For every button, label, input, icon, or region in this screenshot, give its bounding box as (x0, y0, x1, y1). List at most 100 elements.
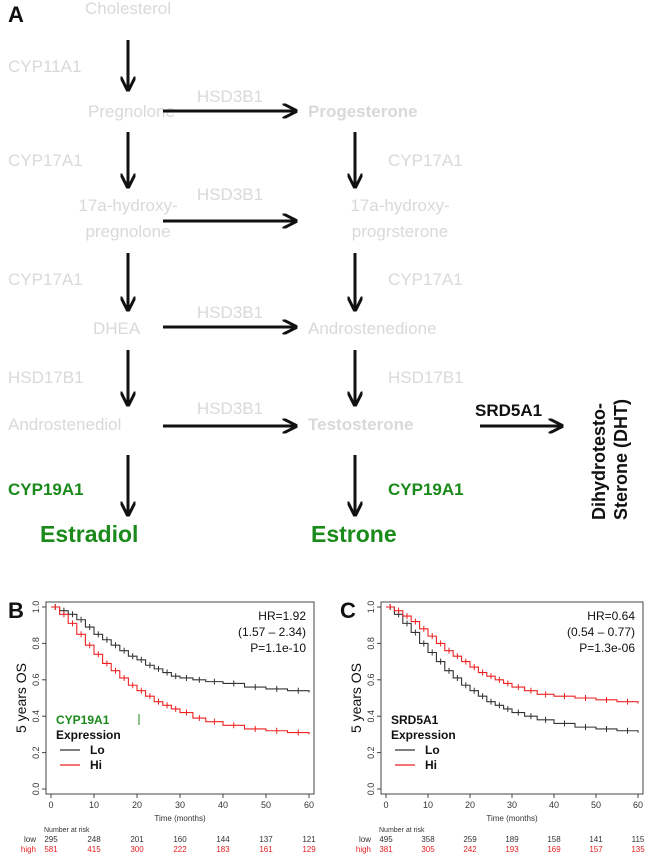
chart-b-risk-value: 121 (302, 835, 316, 844)
chart-c-ylabel: 5 years OS (348, 663, 364, 733)
enzyme-srd5a1: SRD5A1 (475, 401, 542, 420)
chart-b-xtick-label: 0 (48, 800, 53, 810)
node-dht-line2: Sterone (DHT) (611, 399, 631, 520)
chart-c-risk-value: 189 (505, 835, 519, 844)
chart-b-risk-value: 415 (87, 845, 101, 854)
chart-c-risk-row-label: high (356, 845, 371, 854)
chart-b-risk-value: 581 (44, 845, 58, 854)
chart-c-risk-value: 305 (421, 845, 435, 854)
enzyme-hsd17b1-left: HSD17B1 (8, 368, 84, 387)
node-estrone: Estrone (311, 521, 397, 547)
chart-c-ytick-label: 0.4 (366, 710, 376, 723)
chart-c-risk-value: 381 (379, 845, 393, 854)
chart-c-xtick-label: 30 (507, 800, 517, 810)
chart-c-risk-row-label: low (359, 835, 371, 844)
chart-c-risk-value: 135 (631, 845, 645, 854)
node-dhea: DHEA (93, 319, 141, 338)
chart-b-ytick-label: 0.6 (31, 674, 41, 687)
chart-c-legend-gene: SRD5A1 (391, 713, 439, 727)
enzyme-hsd3b1-2: HSD3B1 (197, 185, 263, 204)
chart-c-ytick-label: 0.6 (366, 674, 376, 687)
node-androstenediol: Androstenediol (8, 415, 121, 434)
chart-b-hazard-ratio: HR=1.92 (258, 609, 306, 623)
enzyme-cyp17a1-right-2: CYP17A1 (388, 270, 463, 289)
km-chart-c: 0.0 0.2 0.4 0.6 0.8 1.0 0 10 20 30 40 50 60 5 years O… (348, 601, 645, 854)
chart-c-legend-lo: Lo (425, 743, 440, 757)
chart-b-risk-value: 222 (173, 845, 187, 854)
enzyme-hsd3b1-4: HSD3B1 (197, 399, 263, 418)
chart-c-hazard-ratio: HR=0.64 (587, 609, 635, 623)
node-testosterone: Testosterone (308, 415, 414, 434)
chart-b-legend-hi: Hi (90, 758, 102, 772)
chart-c-risk-value: 157 (589, 845, 603, 854)
chart-b-xlabel: Time (months) (154, 814, 206, 823)
chart-b-legend-lo: Lo (90, 743, 105, 757)
node-cholesterol: Cholesterol (85, 0, 171, 18)
chart-c-confidence-interval: (0.54 – 0.77) (567, 625, 635, 639)
chart-b-confidence-interval: (1.57 – 2.34) (238, 625, 306, 639)
enzyme-hsd3b1-3: HSD3B1 (197, 303, 263, 322)
node-17a-hydroxy-pregnolone-line1: 17a-hydroxy- (78, 196, 177, 215)
chart-c-legend-hi: Hi (425, 758, 437, 772)
chart-c-xtick-label: 40 (549, 800, 559, 810)
chart-c-ytick-label: 0.8 (366, 637, 376, 650)
chart-b-risk-value: 201 (130, 835, 144, 844)
chart-c-risk-value: 358 (421, 835, 435, 844)
chart-b-xtick-label: 30 (175, 800, 185, 810)
enzyme-cyp19a1-left: CYP19A1 (8, 480, 84, 499)
chart-c-risk-value: 169 (547, 845, 561, 854)
node-dht-line1: Dihydrotesto- (589, 403, 609, 520)
chart-b-xtick-label: 40 (218, 800, 228, 810)
node-17a-hydroxy-progrsterone-line1: 17a-hydroxy- (350, 196, 449, 215)
chart-b-ytick-label: 1.0 (31, 601, 41, 614)
panel-label-b: B (8, 598, 24, 623)
chart-c-ytick-label: 0.2 (366, 746, 376, 759)
km-chart-b: 0.0 0.2 0.4 0.6 0.8 1.0 0 10 20 30 40 50 60 5 years O… (13, 601, 316, 854)
chart-c-risk-value: 495 (379, 835, 393, 844)
chart-b-xtick-label: 50 (261, 800, 271, 810)
node-pregnolone: Pregnolone (88, 102, 175, 121)
chart-b-ytick-label: 0.0 (31, 783, 41, 796)
chart-b-ytick-label: 0.4 (31, 710, 41, 723)
enzyme-cyp17a1-left-2: CYP17A1 (8, 270, 83, 289)
node-androstenedione: Androstenedione (308, 319, 437, 338)
enzyme-hsd17b1-right: HSD17B1 (388, 368, 464, 387)
panel-label-c: C (340, 598, 356, 623)
chart-c-risk-value: 193 (505, 845, 519, 854)
chart-b-risk-value: 137 (259, 835, 273, 844)
chart-b-series-hi (51, 606, 310, 735)
enzyme-cyp17a1-left-1: CYP17A1 (8, 151, 83, 170)
chart-c-risk-value: 242 (463, 845, 477, 854)
chart-c-legend-title: Expression (391, 728, 456, 742)
chart-c-xtick-label: 50 (591, 800, 601, 810)
chart-c-p-value: P=1.3e-06 (579, 641, 635, 655)
chart-c-xtick-label: 20 (465, 800, 475, 810)
node-estradiol: Estradiol (40, 521, 138, 547)
chart-b-risk-value: 295 (44, 835, 58, 844)
chart-c-series-lo (386, 606, 639, 733)
steroid-pathway: Cholesterol CYP11A1 Pregnolone CYP17A1 1… (8, 0, 631, 547)
chart-b-xtick-label: 10 (89, 800, 99, 810)
chart-c-xlabel: Time (months) (486, 814, 538, 823)
node-17a-hydroxy-pregnolone-line2: pregnolone (85, 222, 170, 241)
panel-label-a: A (8, 2, 24, 27)
chart-b-risk-value: 300 (130, 845, 144, 854)
chart-b-risk-value: 129 (302, 845, 316, 854)
chart-c-risk-value: 158 (547, 835, 561, 844)
chart-c-risk-value: 115 (632, 835, 645, 844)
enzyme-cyp11a1: CYP11A1 (8, 57, 81, 76)
enzyme-cyp17a1-right-1: CYP17A1 (388, 151, 463, 170)
chart-b-legend-gene: CYP19A1 (56, 713, 110, 727)
chart-c-xtick-label: 0 (383, 800, 388, 810)
chart-c-xtick-label: 60 (633, 800, 643, 810)
chart-b-risk-value: 144 (216, 835, 230, 844)
chart-b-p-value: P=1.1e-10 (250, 641, 306, 655)
node-17a-hydroxy-progrsterone-line2: progrsterone (352, 222, 448, 241)
chart-c-risk-title: Number at risk (379, 827, 425, 834)
chart-c-risk-value: 141 (589, 835, 603, 844)
chart-c-ytick-label: 0.0 (366, 783, 376, 796)
node-progesterone: Progesterone (308, 102, 418, 121)
chart-b-xtick-label: 60 (304, 800, 314, 810)
chart-b-ylabel: 5 years OS (13, 663, 29, 733)
